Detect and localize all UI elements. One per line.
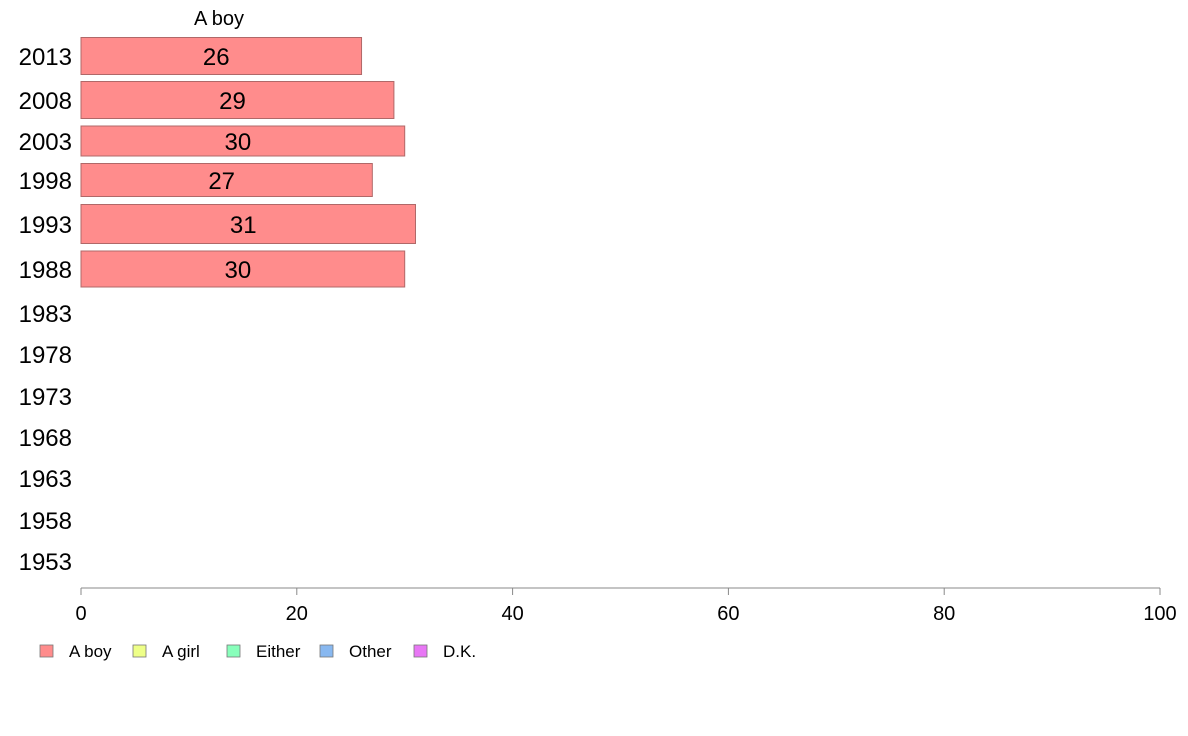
y-tick-label-1963: 1963 xyxy=(19,466,72,493)
data-label-2008: 29 xyxy=(219,88,246,115)
legend-swatch-2 xyxy=(226,644,241,658)
data-label-2013: 26 xyxy=(203,44,230,71)
legend-swatch-4 xyxy=(413,644,428,658)
legend-swatch-3 xyxy=(319,644,334,658)
legend-label-3: Other xyxy=(349,642,392,661)
y-tick-label-2013: 2013 xyxy=(19,44,72,71)
data-label-1993: 31 xyxy=(230,212,257,239)
legend-label-0: A boy xyxy=(69,642,112,661)
data-label-1988: 30 xyxy=(224,257,251,284)
y-tick-label-1978: 1978 xyxy=(19,342,72,369)
legend-swatch-0 xyxy=(39,644,54,658)
bar-2008 xyxy=(80,81,395,119)
y-tick-label-1993: 1993 xyxy=(19,212,72,239)
y-tick-label-1958: 1958 xyxy=(19,508,72,535)
x-tick-label-60: 60 xyxy=(717,603,739,625)
y-tick-label-2003: 2003 xyxy=(19,129,72,156)
y-axis-labels: 2013 2008 2003 1998 1993 1988 1983 1978 1973 1968… xyxy=(19,44,72,576)
x-tick-label-0: 0 xyxy=(75,603,86,625)
y-tick-label-1973: 1973 xyxy=(19,384,72,411)
y-tick-label-2008: 2008 xyxy=(19,88,72,115)
legend-label-4: D.K. xyxy=(443,642,476,661)
bar-2013 xyxy=(80,37,363,75)
legend-label-1: A girl xyxy=(162,642,200,661)
y-tick-label-1968: 1968 xyxy=(19,425,72,452)
legend-swatch-1 xyxy=(132,644,147,658)
bar-2003 xyxy=(80,125,406,157)
bar-1988 xyxy=(80,250,406,288)
legend: A boy A girl Either Other D.K. xyxy=(39,642,476,661)
data-label-2003: 30 xyxy=(224,129,251,156)
bar-1993 xyxy=(80,204,416,244)
x-tick-label-80: 80 xyxy=(933,603,955,625)
x-tick-label-20: 20 xyxy=(286,603,308,625)
bar-1998 xyxy=(80,163,373,197)
series-title: A boy xyxy=(194,8,244,30)
x-tick-label-100: 100 xyxy=(1143,603,1176,625)
x-axis: 0 20 40 60 80 100 xyxy=(75,587,1177,625)
y-tick-label-1998: 1998 xyxy=(19,168,72,195)
y-tick-label-1953: 1953 xyxy=(19,549,72,576)
y-tick-label-1983: 1983 xyxy=(19,301,72,328)
y-tick-label-1988: 1988 xyxy=(19,257,72,284)
bars: 26 29 30 27 31 30 xyxy=(80,37,416,288)
x-tick-label-40: 40 xyxy=(501,603,523,625)
legend-label-2: Either xyxy=(256,642,301,661)
data-label-1998: 27 xyxy=(208,168,235,195)
